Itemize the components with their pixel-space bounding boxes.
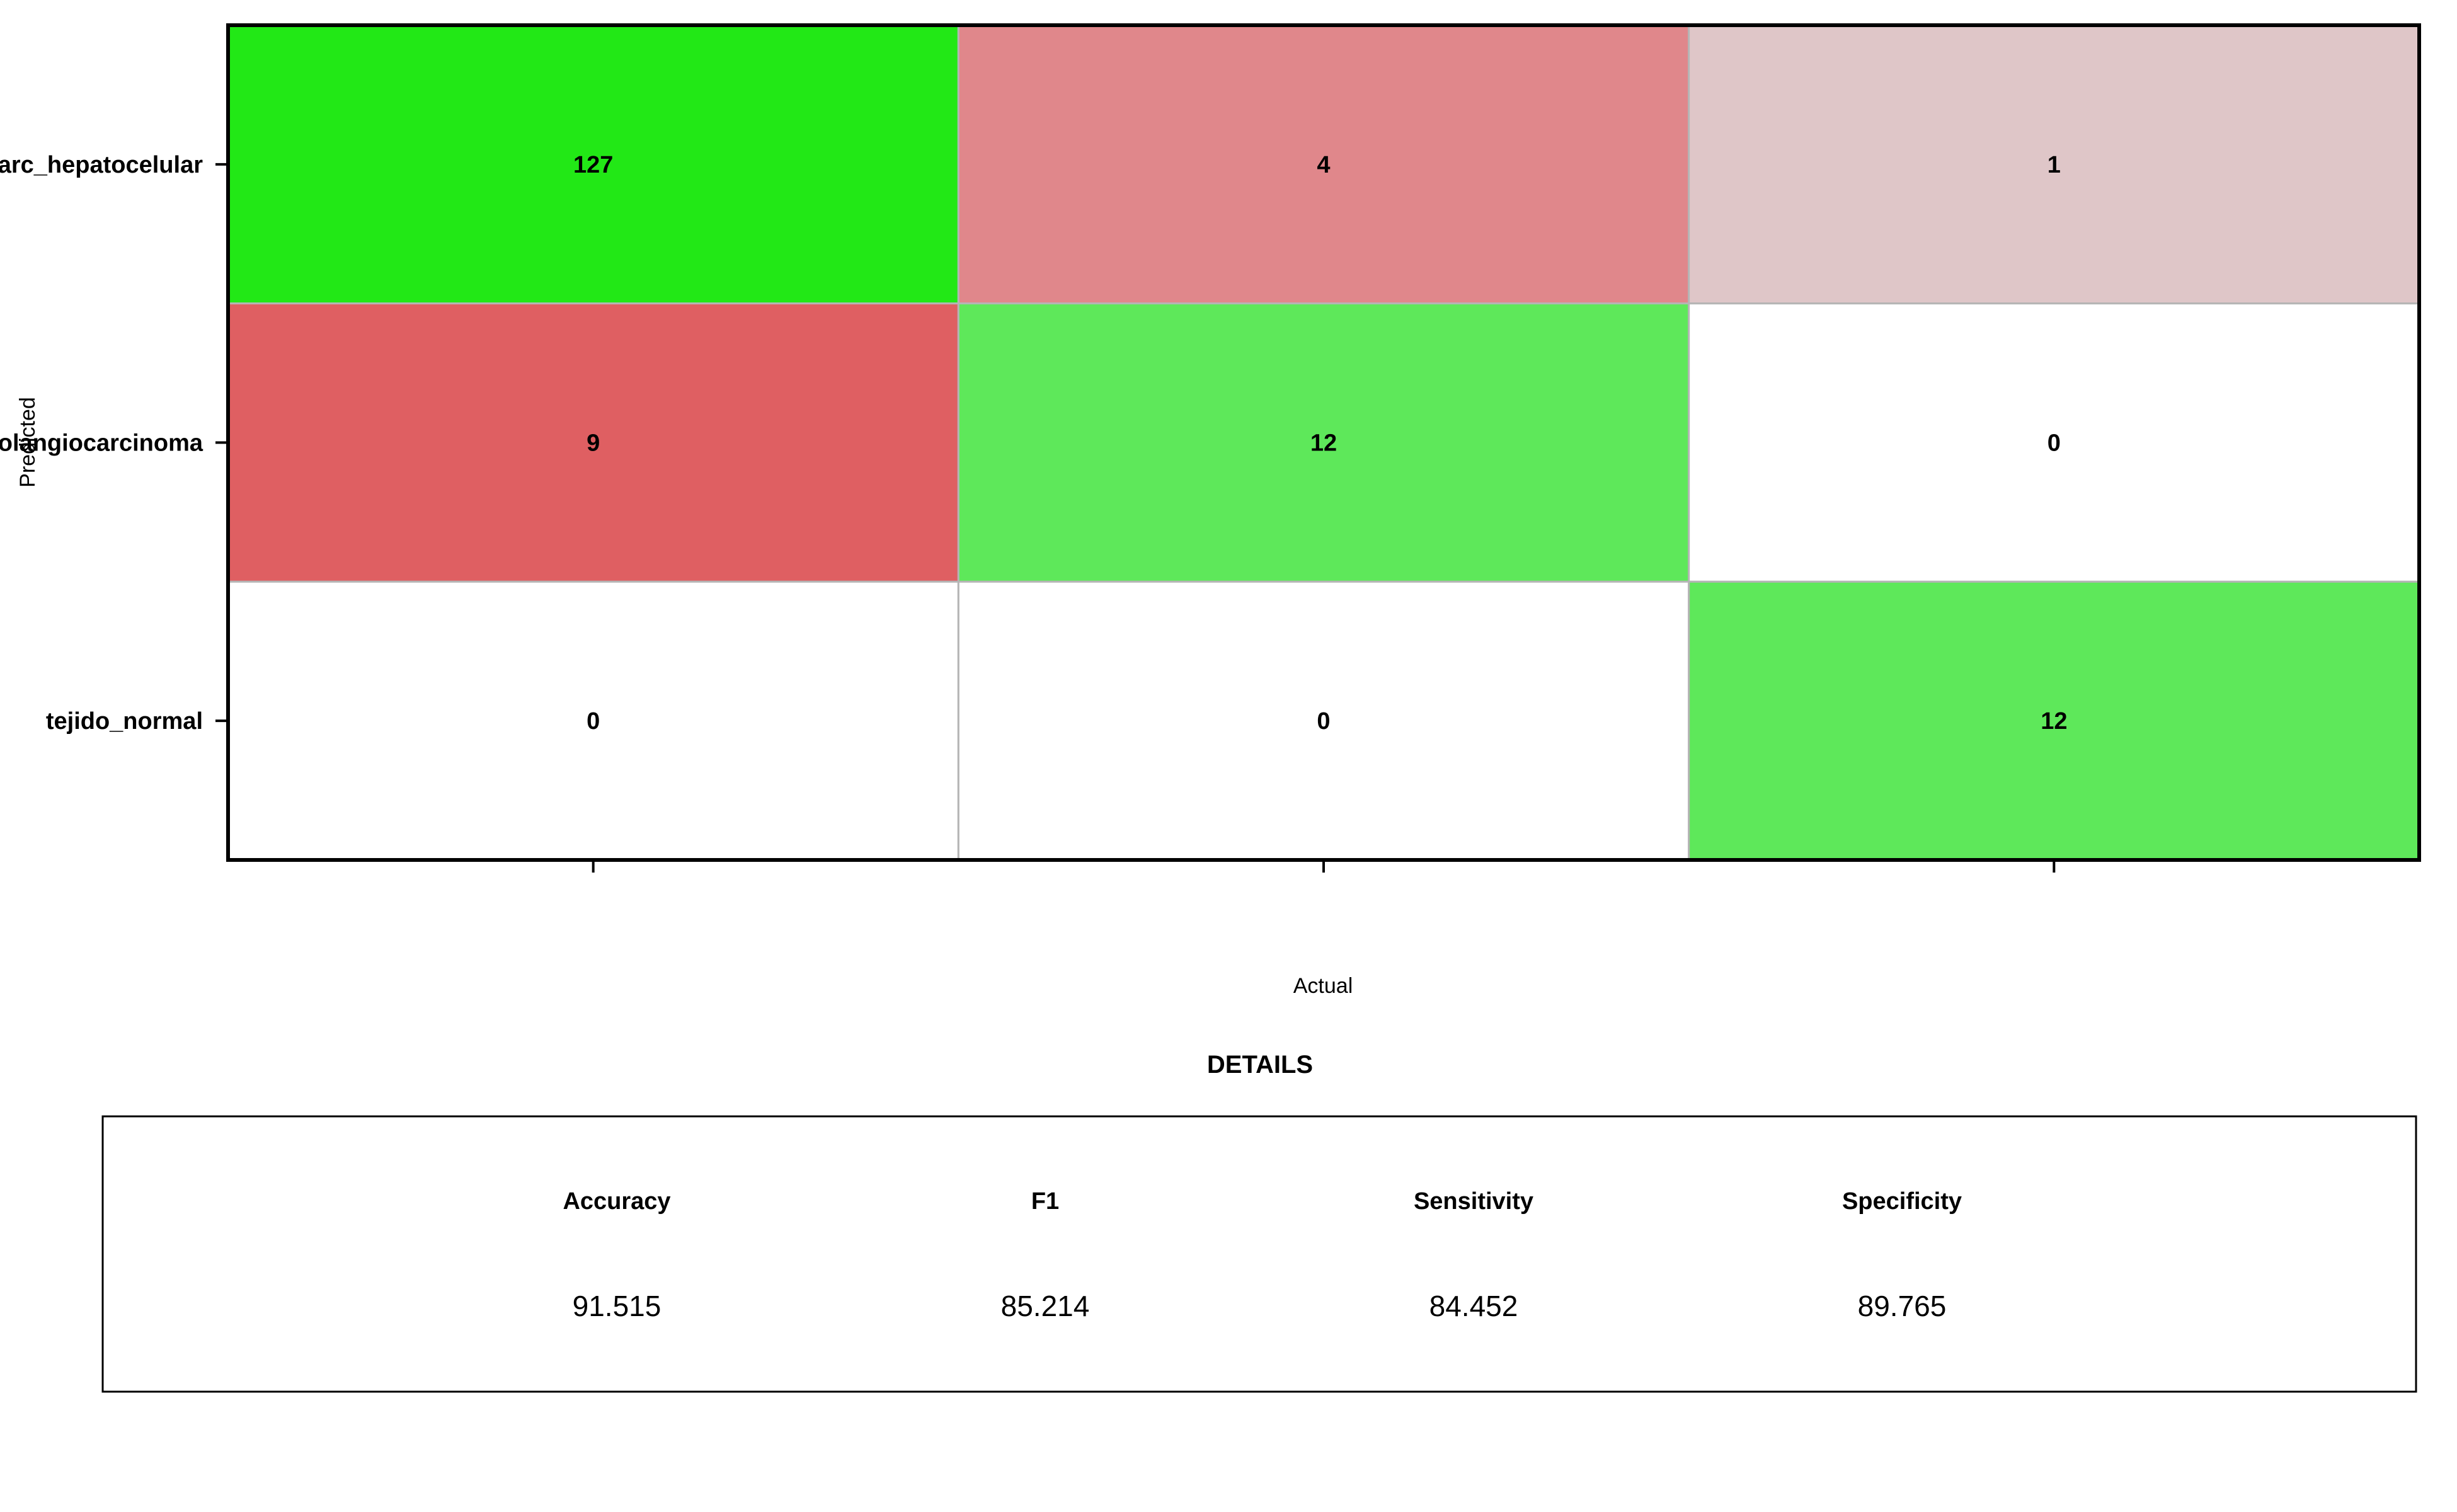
metric-value: 91.515 (573, 1290, 662, 1322)
details-title: DETAILS (1207, 1051, 1313, 1079)
matrix-cell (957, 580, 1690, 861)
matrix-cell-value: 0 (587, 708, 600, 735)
matrix-cell (957, 302, 1690, 583)
matrix-cell-value: 0 (2048, 430, 2061, 457)
y-axis-label: Predicted (16, 397, 40, 488)
matrix-cell (957, 24, 1690, 305)
matrix-cell (227, 24, 959, 305)
matrix-cell-value: 9 (587, 430, 600, 457)
matrix-cell-value: 0 (1317, 708, 1330, 735)
x-axis-label: Actual (1293, 974, 1353, 998)
metric-label: Sensitivity (1414, 1188, 1533, 1215)
y-axis-ticks: carc_hepatocelular colangiocarcinoma tejid… (0, 152, 228, 735)
matrix-cell (227, 302, 959, 583)
matrix-cell (1688, 302, 2420, 583)
metric-value: 89.765 (1858, 1290, 1947, 1322)
details-metrics: Accuracy 91.515 F1 85.214 Sensitivity 84.452 S… (563, 1188, 1962, 1322)
matrix-cell-value: 127 (573, 152, 613, 178)
matrix-cell (227, 580, 959, 861)
matrix-cells (227, 24, 2420, 861)
metric-value: 84.452 (1429, 1290, 1518, 1322)
matrix-cell-value: 4 (1317, 152, 1330, 178)
matrix-cell-value: 12 (2041, 708, 2067, 735)
metric-label: Specificity (1842, 1188, 1962, 1215)
metric-value: 85.214 (1001, 1290, 1090, 1322)
y-tick-label: colangiocarcinoma (0, 430, 203, 457)
metric-label: F1 (1031, 1188, 1059, 1215)
matrix-cell-labels: 127 4 1 9 12 0 0 0 12 (573, 152, 2068, 735)
details-box (101, 1115, 2417, 1393)
matrix-cell-value: 1 (2048, 152, 2061, 178)
matrix-cell-value: 12 (1310, 430, 1337, 457)
x-axis-ticks (592, 860, 2056, 873)
y-tick-label: tejido_normal (46, 708, 203, 735)
y-tick-label: carc_hepatocelular (0, 152, 203, 178)
metric-label: Accuracy (563, 1188, 670, 1215)
